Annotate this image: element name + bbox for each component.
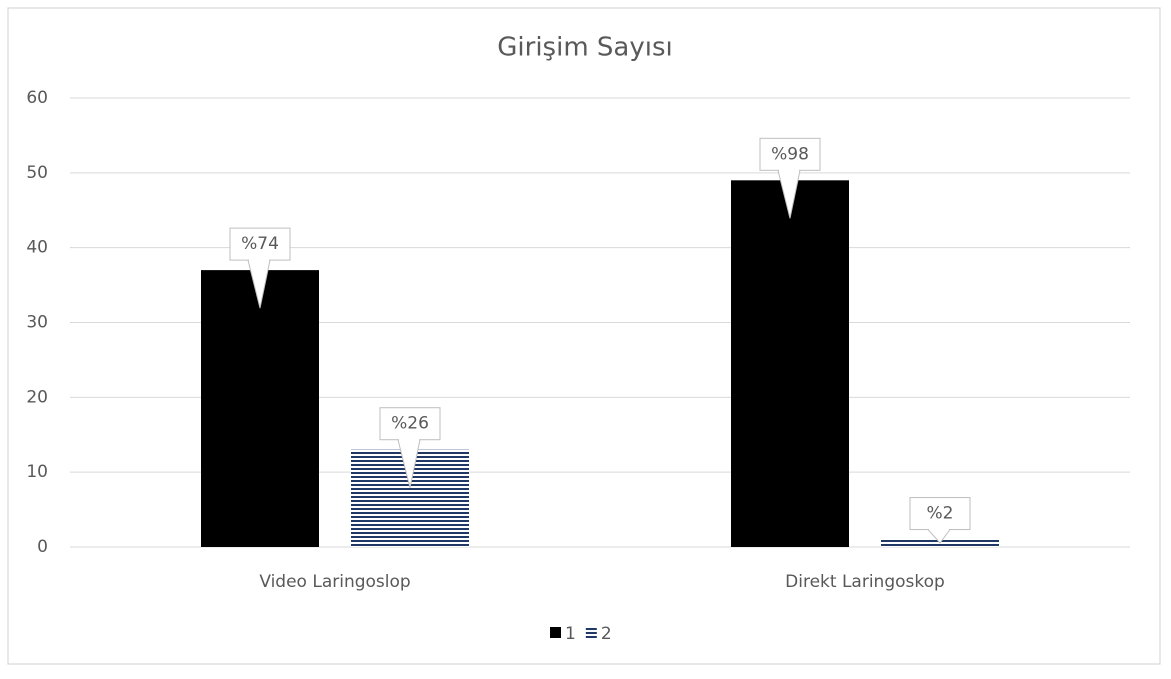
- y-tick-label: 50: [26, 163, 48, 183]
- x-tick-label: Video Laringoslop: [259, 572, 410, 592]
- callout-join: [929, 527, 949, 531]
- x-tick-label: Direkt Laringoskop: [785, 572, 945, 592]
- legend-swatch: [585, 627, 597, 638]
- chart-title: Girişim Sayısı: [497, 33, 672, 63]
- callout-join: [399, 437, 419, 441]
- data-label: %74: [241, 234, 279, 254]
- callout-join: [779, 168, 799, 172]
- legend-swatch: [550, 627, 561, 638]
- data-label: %2: [927, 504, 954, 524]
- data-label: %26: [391, 414, 429, 434]
- y-tick-label: 20: [26, 387, 48, 407]
- callout-box: [379, 407, 441, 441]
- data-label: %98: [771, 144, 809, 164]
- callout-box: [229, 227, 291, 261]
- y-tick-label: 30: [26, 313, 48, 333]
- callout-box: [909, 497, 971, 531]
- bar: [201, 270, 319, 547]
- legend-label: 2: [601, 624, 612, 644]
- chart-border: [7, 7, 1161, 665]
- legend-label: 1: [565, 624, 576, 644]
- y-tick-label: 0: [37, 537, 48, 557]
- bar: [731, 180, 849, 548]
- y-tick-label: 40: [26, 238, 48, 258]
- callout-join: [249, 258, 269, 262]
- y-tick-label: 10: [26, 462, 48, 482]
- y-tick-label: 60: [26, 88, 48, 108]
